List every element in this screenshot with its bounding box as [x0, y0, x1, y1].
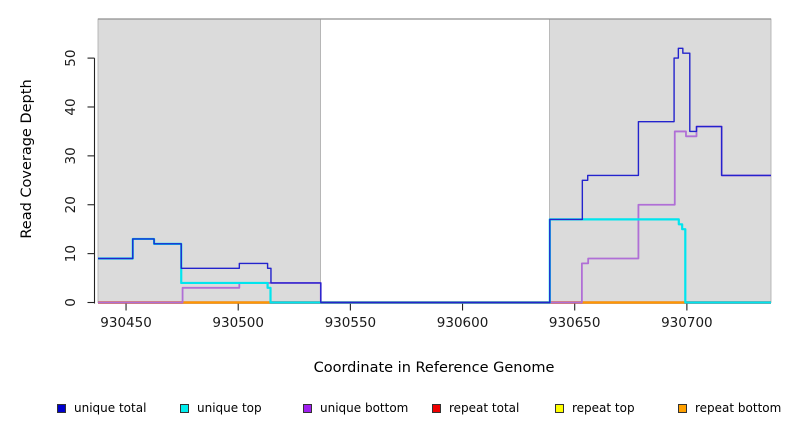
x-tick-label: 930450 — [100, 315, 152, 331]
y-tick-label: 0 — [63, 298, 79, 307]
x-axis-title: Coordinate in Reference Genome — [313, 360, 555, 376]
legend-label: repeat bottom — [695, 401, 782, 415]
shaded-region — [97, 18, 321, 303]
x-tick-label: 930650 — [549, 315, 601, 331]
repeat-total-swatch-icon — [432, 403, 441, 413]
legend-label: unique total — [74, 401, 147, 415]
x-tick-label: 930700 — [661, 315, 713, 331]
legend-item-repeat-bottom: repeat bottom — [678, 400, 781, 416]
legend: unique total unique top unique bottom re… — [0, 400, 792, 420]
legend-item-unique-total: unique total — [57, 400, 146, 416]
unique-top-swatch-icon — [180, 403, 189, 413]
legend-label: unique top — [197, 401, 262, 415]
series-line-unique-total — [98, 47, 771, 304]
y-tick-label: 40 — [63, 98, 79, 115]
y-tick-label: 30 — [63, 147, 79, 164]
legend-label: repeat top — [572, 401, 635, 415]
legend-item-unique-top: unique top — [180, 400, 262, 416]
legend-item-repeat-top: repeat top — [555, 400, 635, 416]
unique-bottom-swatch-icon — [303, 403, 312, 413]
legend-item-unique-bottom: unique bottom — [303, 400, 408, 416]
y-tick-label: 10 — [63, 245, 79, 262]
repeat-bottom-swatch-icon — [678, 403, 687, 413]
legend-label: unique bottom — [320, 401, 409, 415]
x-tick-label: 930550 — [325, 315, 377, 331]
x-tick-label: 930600 — [437, 315, 489, 331]
unique-total-swatch-icon — [57, 403, 66, 413]
y-tick-label: 20 — [63, 196, 79, 213]
y-axis-title: Read Coverage Depth — [19, 79, 35, 239]
y-tick-label: 50 — [63, 50, 79, 67]
legend-label: repeat total — [449, 401, 520, 415]
legend-item-repeat-total: repeat total — [432, 400, 519, 416]
repeat-top-swatch-icon — [555, 403, 564, 413]
shaded-region — [549, 18, 772, 303]
x-tick-label: 930500 — [212, 315, 264, 331]
